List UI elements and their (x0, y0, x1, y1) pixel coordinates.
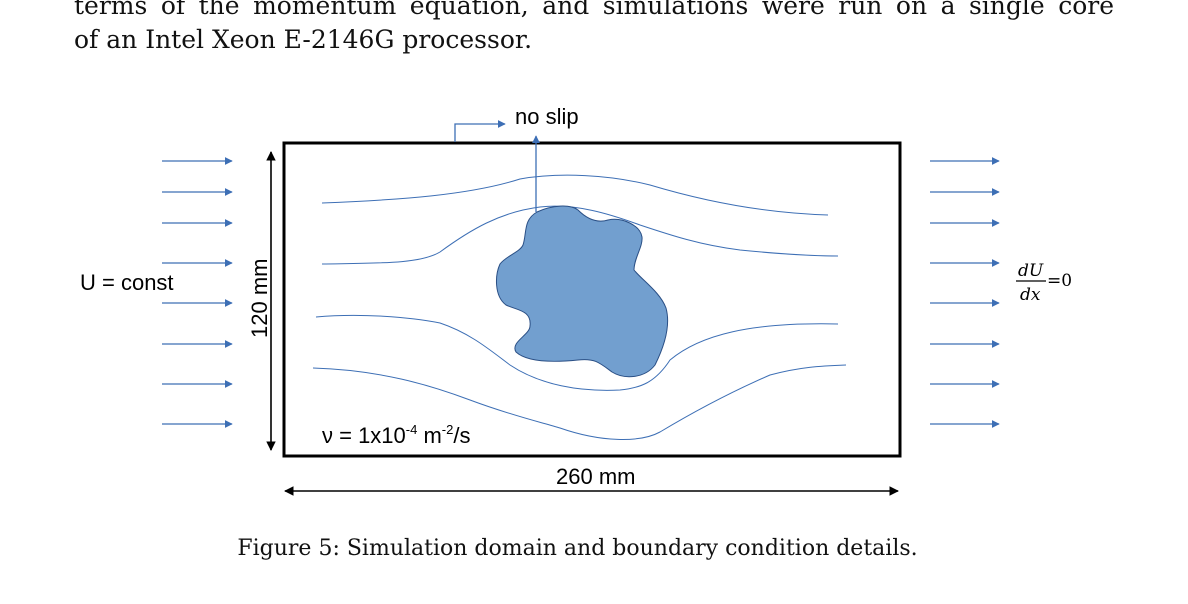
viscosity-unit: m (417, 423, 441, 448)
outlet-condition: dU dx =0 (1016, 261, 1072, 305)
streamline (312, 364, 847, 440)
outlet-rhs: =0 (1047, 271, 1072, 291)
streamline (315, 314, 839, 391)
paragraph-line-2: of an Intel Xeon E-2146G processor. (74, 25, 533, 54)
height-label: 120 mm (247, 259, 272, 338)
inlet-velocity-label: U = const (80, 270, 174, 295)
domain-boundary (282, 141, 902, 458)
inlet-arrows (162, 157, 233, 428)
no-slip-label: no slip (515, 104, 579, 129)
no-slip-top-arrow (454, 120, 506, 142)
width-label: 260 mm (556, 464, 635, 489)
viscosity-exponent: -4 (406, 422, 418, 437)
viscosity-suffix: /s (453, 423, 470, 448)
figure-caption: Figure 5: Simulation domain and boundary… (237, 536, 918, 561)
body-paragraph: terms of the momentum equation, and simu… (74, 0, 1114, 57)
outlet-denominator: dx (1020, 285, 1041, 305)
viscosity-unit-exponent: -2 (442, 422, 454, 437)
no-slip-indicator (454, 120, 540, 212)
streamline (321, 205, 839, 265)
viscosity-prefix: ν = 1x10 (322, 423, 406, 448)
viscosity-label: ν = 1x10-4 m-2/s (322, 422, 470, 448)
obstacle-shape (496, 205, 669, 378)
streamline (321, 174, 829, 216)
streamlines (312, 174, 847, 440)
paragraph-line-1: terms of the momentum equation, and simu… (74, 0, 1114, 20)
outlet-numerator: dU (1018, 261, 1044, 281)
outlet-arrows (930, 157, 1000, 428)
